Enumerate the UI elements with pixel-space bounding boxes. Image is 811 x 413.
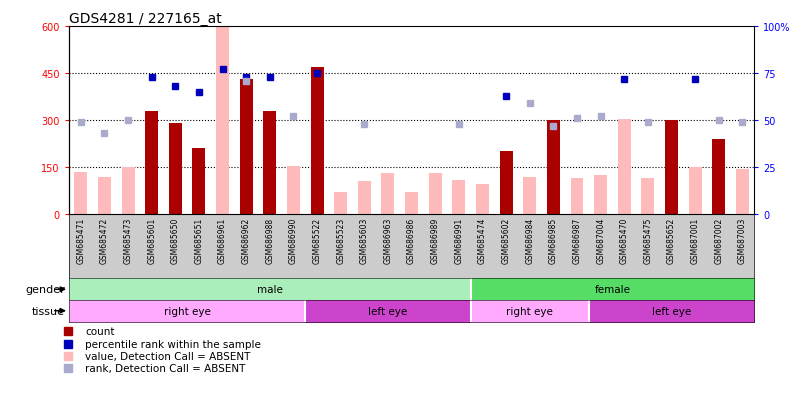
Bar [594,176,607,215]
Text: GSM685522: GSM685522 [312,217,321,263]
Bar [216,27,229,215]
Text: GSM686961: GSM686961 [218,217,227,263]
Bar [570,179,583,215]
Text: right eye: right eye [164,306,211,316]
Bar [381,174,394,215]
Text: male: male [257,285,283,294]
Text: GSM685472: GSM685472 [100,217,109,263]
Bar [689,168,702,215]
Bar [405,193,418,215]
Text: GSM686985: GSM686985 [549,217,558,263]
Text: percentile rank within the sample: percentile rank within the sample [85,339,261,349]
Text: GSM687001: GSM687001 [691,217,700,263]
Bar [122,168,135,215]
Bar [192,149,205,215]
Text: GSM685471: GSM685471 [76,217,85,263]
Text: left eye: left eye [368,306,408,316]
Text: GSM685650: GSM685650 [171,217,180,263]
Text: GSM685523: GSM685523 [337,217,345,263]
Text: left eye: left eye [652,306,691,316]
Bar [618,119,631,215]
Bar [145,112,158,215]
Text: GSM685475: GSM685475 [643,217,652,263]
Text: GDS4281 / 227165_at: GDS4281 / 227165_at [69,12,221,26]
Bar [264,112,277,215]
Text: female: female [594,285,630,294]
Text: count: count [85,326,114,336]
Bar [712,140,725,215]
Text: GSM686991: GSM686991 [454,217,463,263]
Bar [429,174,442,215]
Text: gender: gender [25,285,65,294]
Bar [334,193,347,215]
Text: GSM686988: GSM686988 [265,217,274,263]
Bar [358,182,371,215]
Bar [736,169,749,215]
Text: GSM686962: GSM686962 [242,217,251,263]
Text: GSM685651: GSM685651 [195,217,204,263]
Text: GSM687002: GSM687002 [714,217,723,263]
Bar [500,152,513,215]
Bar [547,121,560,215]
Text: GSM686984: GSM686984 [526,217,534,263]
Text: GSM686989: GSM686989 [431,217,440,263]
Bar [287,166,300,215]
Text: right eye: right eye [506,306,553,316]
Bar [240,80,253,215]
Text: GSM685473: GSM685473 [123,217,132,263]
Text: value, Detection Call = ABSENT: value, Detection Call = ABSENT [85,351,251,361]
Bar [98,177,111,215]
Bar [523,177,536,215]
Text: GSM685603: GSM685603 [360,217,369,263]
Text: GSM685652: GSM685652 [667,217,676,263]
Bar [665,121,678,215]
Text: GSM687004: GSM687004 [596,217,605,263]
Bar [476,185,489,215]
Text: GSM686963: GSM686963 [384,217,393,263]
Text: GSM685601: GSM685601 [147,217,157,263]
Text: GSM685474: GSM685474 [478,217,487,263]
Text: GSM685602: GSM685602 [502,217,511,263]
Text: GSM685470: GSM685470 [620,217,629,263]
Bar [311,68,324,215]
Text: GSM687003: GSM687003 [738,217,747,263]
Bar [642,179,654,215]
Text: rank, Detection Call = ABSENT: rank, Detection Call = ABSENT [85,363,246,373]
Text: GSM686990: GSM686990 [289,217,298,263]
Text: GSM686987: GSM686987 [573,217,581,263]
Bar [453,180,466,215]
Bar [169,124,182,215]
Text: GSM686986: GSM686986 [407,217,416,263]
Bar [75,173,88,215]
Text: tissue: tissue [32,306,65,316]
